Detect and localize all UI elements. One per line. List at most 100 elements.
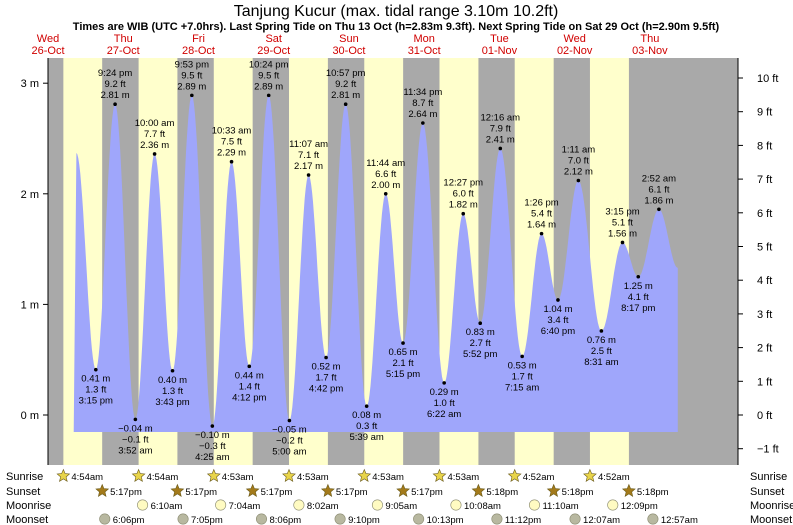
sunset-time: 5:17pm bbox=[261, 487, 293, 498]
sunrise-time: 4:54am bbox=[71, 472, 103, 483]
moonrise-icon bbox=[293, 499, 305, 511]
sunrise-time: 4:53am bbox=[297, 472, 329, 483]
tide-metres: −0.04 m bbox=[118, 423, 153, 434]
right-tick-label: 4 ft bbox=[757, 275, 772, 287]
tide-time: 8:17 pm bbox=[621, 303, 655, 314]
chart-axes: 0 m 1 m 2 m 3 m −1 ft 0 ft 1 ft 2 ft 3 ft 4 ft 5 f… bbox=[21, 58, 793, 465]
sunrise-time: 4:53am bbox=[222, 472, 254, 483]
tide-feet: 0.3 ft bbox=[356, 421, 377, 432]
tide-point bbox=[343, 102, 348, 107]
tide-point bbox=[421, 121, 425, 125]
tide-feet: 1.4 ft bbox=[239, 381, 260, 392]
tide-feet: 2.5 ft bbox=[591, 346, 612, 357]
right-tick-label: 2 ft bbox=[757, 343, 772, 355]
tide-feet: 5.1 ft bbox=[612, 217, 633, 228]
tide-feet: 1.3 ft bbox=[162, 386, 183, 397]
sunset-time: 5:17pm bbox=[110, 487, 142, 498]
day-labels: Wed26-OctThu27-OctFri28-OctSat29-OctSun3… bbox=[31, 33, 668, 57]
moonset-time: 12:07am bbox=[583, 515, 620, 525]
day-date: 31-Oct bbox=[408, 45, 441, 57]
tide-point bbox=[229, 159, 234, 164]
tide-feet: −0.2 ft bbox=[276, 436, 303, 447]
sunrise-icon bbox=[206, 468, 221, 482]
tide-curve bbox=[73, 95, 678, 433]
tide-feet: 1.0 ft bbox=[434, 398, 455, 409]
sunrise-time: 4:53am bbox=[372, 472, 404, 483]
tide-point bbox=[247, 364, 252, 369]
tide-time: 3:15 pm bbox=[79, 396, 113, 407]
tide-time: 10:57 pm bbox=[326, 68, 366, 79]
right-tick-label: 7 ft bbox=[757, 174, 772, 186]
tide-point bbox=[287, 418, 292, 423]
day-name: Wed bbox=[563, 33, 585, 45]
day-name: Sun bbox=[339, 33, 359, 45]
sunrise-icon bbox=[507, 468, 522, 482]
tide-area bbox=[73, 95, 678, 433]
tide-point bbox=[113, 102, 117, 107]
tide-time: 6:40 pm bbox=[541, 326, 575, 337]
sunset-icon bbox=[95, 483, 110, 497]
tide-metres: 0.41 m bbox=[81, 374, 110, 385]
tide-feet: 9.2 ft bbox=[105, 79, 126, 90]
tide-labels: 0.41 m1.3 ft3:15 pm9:24 pm9.2 ft2.81 m−0… bbox=[79, 59, 677, 463]
tide-time: 9:24 pm bbox=[98, 68, 132, 79]
moonset-icon bbox=[491, 513, 503, 525]
day-name: Sat bbox=[265, 33, 282, 45]
tide-time: 4:42 pm bbox=[309, 383, 343, 394]
day-name: Wed bbox=[37, 33, 59, 45]
moonset-icon bbox=[647, 513, 659, 525]
day-date: 02-Nov bbox=[557, 45, 593, 57]
tide-time: 9:53 pm bbox=[175, 59, 209, 70]
sunrise-row-label-right: Sunrise bbox=[750, 471, 787, 483]
right-tick-label: 10 ft bbox=[757, 73, 778, 85]
sunset-time: 5:17pm bbox=[411, 487, 443, 498]
right-tick-label: 6 ft bbox=[757, 208, 772, 220]
tide-point bbox=[442, 381, 446, 385]
moonset-icon bbox=[334, 513, 346, 525]
moonset-icon bbox=[569, 513, 581, 525]
moonset-time: 8:06pm bbox=[269, 515, 301, 525]
left-tick-label: 0 m bbox=[21, 410, 39, 422]
tide-time: 5:52 pm bbox=[463, 349, 497, 360]
day-date: 26-Oct bbox=[31, 45, 64, 57]
tide-time: 10:33 am bbox=[212, 126, 252, 137]
tide-feet: 1.7 ft bbox=[316, 372, 337, 383]
tide-time: 3:43 pm bbox=[155, 397, 189, 408]
tide-feet: −0.3 ft bbox=[199, 441, 226, 452]
tide-point bbox=[620, 240, 625, 245]
tide-time: 3:15 pm bbox=[605, 206, 639, 217]
night-band bbox=[48, 58, 64, 465]
tide-point bbox=[383, 192, 388, 196]
tide-point bbox=[636, 274, 641, 279]
tide-point bbox=[556, 298, 560, 302]
moonset-time: 6:06pm bbox=[113, 515, 145, 525]
tide-point bbox=[520, 354, 524, 359]
tide-point bbox=[599, 329, 604, 333]
right-tick-label: 9 ft bbox=[757, 107, 772, 119]
tide-point bbox=[266, 93, 271, 98]
day-name: Mon bbox=[413, 33, 434, 45]
moonrise-time: 6:10am bbox=[151, 501, 183, 512]
sunset-row-label-right: Sunset bbox=[750, 486, 784, 498]
sunset-icon bbox=[170, 483, 185, 497]
tide-time: 1:26 pm bbox=[524, 198, 558, 209]
tide-point bbox=[94, 367, 98, 372]
tide-metres: 1.04 m bbox=[543, 304, 572, 315]
sunrise-icon bbox=[357, 468, 372, 482]
tide-point bbox=[478, 321, 483, 326]
tide-feet: 9.5 ft bbox=[181, 70, 202, 81]
sunrise-time: 4:52am bbox=[523, 472, 555, 483]
tide-point bbox=[210, 424, 215, 428]
tide-metres: 0.52 m bbox=[312, 361, 341, 372]
moonrise-time: 12:09pm bbox=[621, 501, 658, 512]
day-date: 03-Nov bbox=[632, 45, 668, 57]
sunrise-time: 4:53am bbox=[447, 472, 479, 483]
right-tick-label: −1 ft bbox=[757, 444, 779, 456]
tide-point bbox=[152, 152, 157, 156]
tide-metres: 1.86 m bbox=[644, 195, 673, 206]
moonset-time: 7:05pm bbox=[191, 515, 223, 525]
tide-metres: 0.83 m bbox=[466, 327, 495, 338]
tide-metres: 2.89 m bbox=[177, 81, 206, 92]
tide-feet: 5.4 ft bbox=[531, 209, 552, 220]
day-name: Fri bbox=[192, 33, 205, 45]
